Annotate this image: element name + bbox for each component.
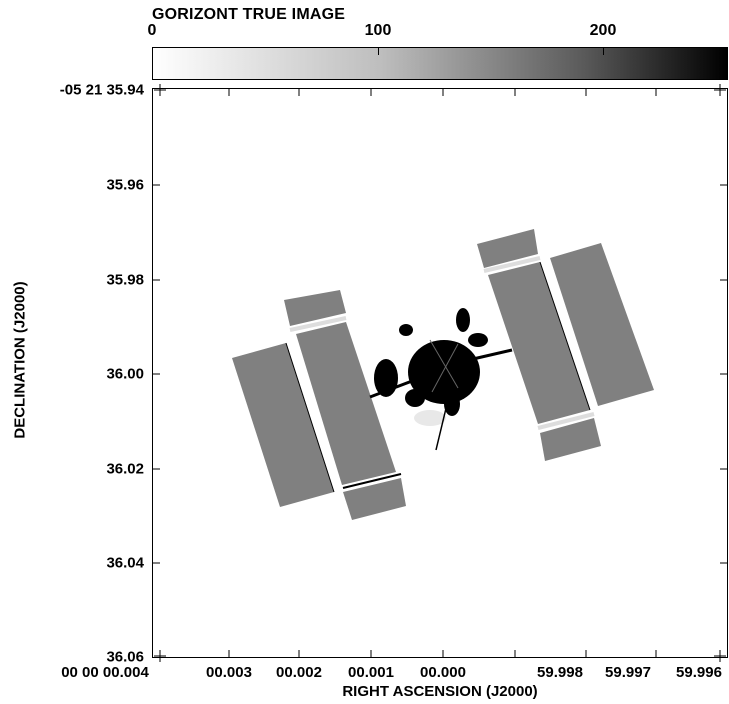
solar-panel	[550, 243, 654, 406]
colorbar-tick-label: 0	[147, 22, 157, 39]
x-axis-label: RIGHT ASCENSION (J2000)	[342, 683, 538, 700]
x-tick-label: 00.002	[276, 664, 322, 681]
y-tick-label: 36.04	[106, 554, 144, 572]
y-tick-label: 36.06	[106, 648, 144, 666]
y-tick-label: 35.96	[106, 176, 144, 194]
x-tick-label: 00.003	[206, 664, 252, 681]
y-tick-label: 35.98	[106, 271, 144, 289]
solar-panel	[232, 343, 334, 507]
x-tick-label: 00.001	[348, 664, 394, 681]
satellite	[232, 229, 654, 520]
colorbar-tick-label: 200	[589, 22, 617, 39]
x-tick-label: 00 00 00.004	[61, 664, 149, 681]
solar-panel	[488, 262, 590, 424]
solar-panel	[477, 229, 538, 268]
solar-panel	[296, 322, 396, 485]
colorbar-tick	[378, 47, 379, 55]
frame-ticks	[152, 84, 728, 662]
solar-panel	[343, 478, 406, 520]
y-axis-label: DECLINATION (J2000)	[11, 281, 29, 439]
plot-frame	[152, 88, 728, 658]
y-tick-label: -05 21 35.94	[59, 81, 144, 99]
x-tick-label: 59.996	[676, 664, 722, 681]
satellite-body	[408, 340, 480, 404]
x-tick-label: 59.998	[537, 664, 583, 681]
image-title: GORIZONT TRUE IMAGE	[152, 6, 346, 23]
x-tick-label: 59.997	[605, 664, 651, 681]
x-tick-label: 00.000	[420, 664, 466, 681]
y-tick-label: 36.02	[106, 460, 144, 478]
colorbar-tick-label: 100	[364, 22, 392, 39]
colorbar	[152, 47, 728, 80]
solar-panel	[284, 290, 346, 326]
colorbar-tick	[603, 47, 604, 55]
solar-panel	[540, 418, 601, 461]
y-tick-label: 36.00	[106, 365, 144, 383]
